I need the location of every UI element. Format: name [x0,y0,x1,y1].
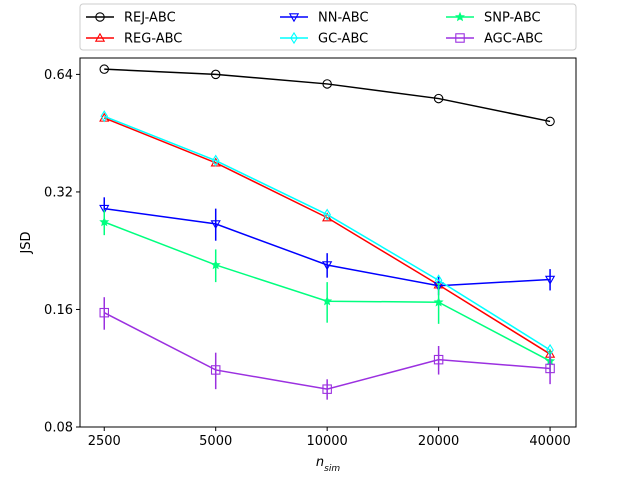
data-point [433,354,444,365]
series-line [103,115,551,351]
data-point [323,208,331,221]
x-tick-label: 2500 [88,434,121,449]
legend-item-nn-abc: NN-ABC [280,11,369,26]
data-point [99,204,110,214]
legend-label: GC-ABC [318,32,368,47]
data-point [99,307,110,318]
plot-area [79,57,577,428]
y-tick-label: 0.08 [44,421,73,436]
series-nn-abc [99,197,556,296]
legend-label: NN-ABC [318,11,369,26]
data-point [210,69,221,80]
data-point [322,79,332,89]
x-axis-label-main: n [316,455,324,470]
data-point [322,295,333,306]
legend-item-reg-abc: REG-ABC [86,32,182,47]
data-point [210,259,221,270]
data-point [433,296,444,307]
x-axis-label: nsim [316,455,340,474]
data-point [210,365,221,375]
y-tick-label: 0.32 [44,185,73,200]
data-point [544,275,556,285]
data-point [210,220,221,230]
legend-item-agc-abc: AGC-ABC [446,32,543,47]
data-point [99,216,110,227]
data-point [99,64,110,74]
legend-item-snp-abc: SNP-ABC [446,11,541,26]
legend-label: SNP-ABC [484,11,541,26]
legend-marker [288,13,300,23]
series-line [104,68,551,123]
data-point [322,261,333,271]
data-point [433,93,444,104]
plot-frame [79,57,577,428]
legend-marker [94,32,106,42]
data-point [100,110,109,123]
data-point [322,384,332,394]
legend-label: AGC-ABC [484,32,543,47]
legend-marker [455,11,465,22]
x-tick-label: 5000 [199,434,232,449]
data-point [211,154,220,167]
y-tick-label: 0.16 [44,303,73,318]
legend-item-gc-abc: GC-ABC [280,32,368,47]
x-tick-label: 20000 [418,434,459,449]
x-axis-ticks: 2500 5000 10000 20000 40000 [88,427,571,449]
data-point [545,363,555,374]
y-tick-label: 0.64 [44,68,73,83]
series-agc-abc [99,297,555,400]
data-point [433,282,444,292]
legend-marker [455,33,465,43]
x-tick-label: 40000 [529,434,570,449]
series-rej-abc [99,64,555,127]
legend-label: REJ-ABC [124,11,176,26]
legend-item-rej-abc: REJ-ABC [86,11,176,26]
legend-label: REG-ABC [124,32,182,47]
x-tick-label: 10000 [306,434,347,449]
x-axis-label-subscript: sim [324,464,340,474]
legend-marker [290,31,298,45]
y-axis-ticks: 0.08 0.16 0.32 0.64 [44,68,80,436]
legend: REJ-ABC REG-ABC NN-ABC GC-ABC SNP-ABC AGC-ABC [79,3,577,51]
y-axis-label: JSD [19,231,34,254]
data-point [545,116,555,127]
legend-marker [95,12,105,22]
series-line [103,117,551,355]
